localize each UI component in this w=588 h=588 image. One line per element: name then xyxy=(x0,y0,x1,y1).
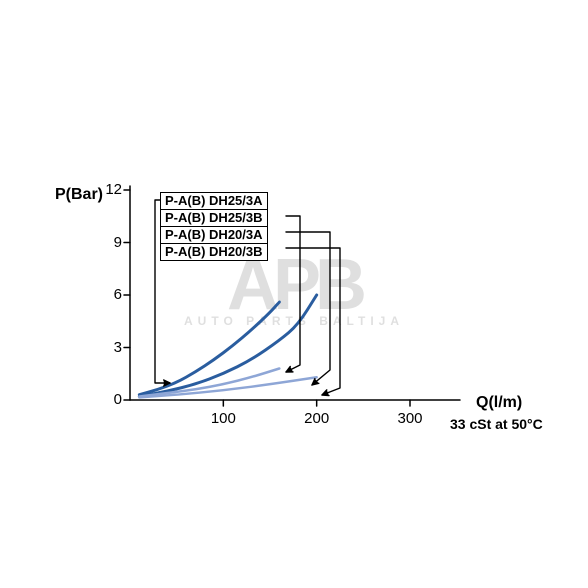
legend-arrow xyxy=(286,216,300,372)
legend-arrow xyxy=(155,200,170,383)
series-curve xyxy=(139,302,279,395)
chart-plot xyxy=(0,0,588,588)
legend-arrow xyxy=(286,248,340,395)
